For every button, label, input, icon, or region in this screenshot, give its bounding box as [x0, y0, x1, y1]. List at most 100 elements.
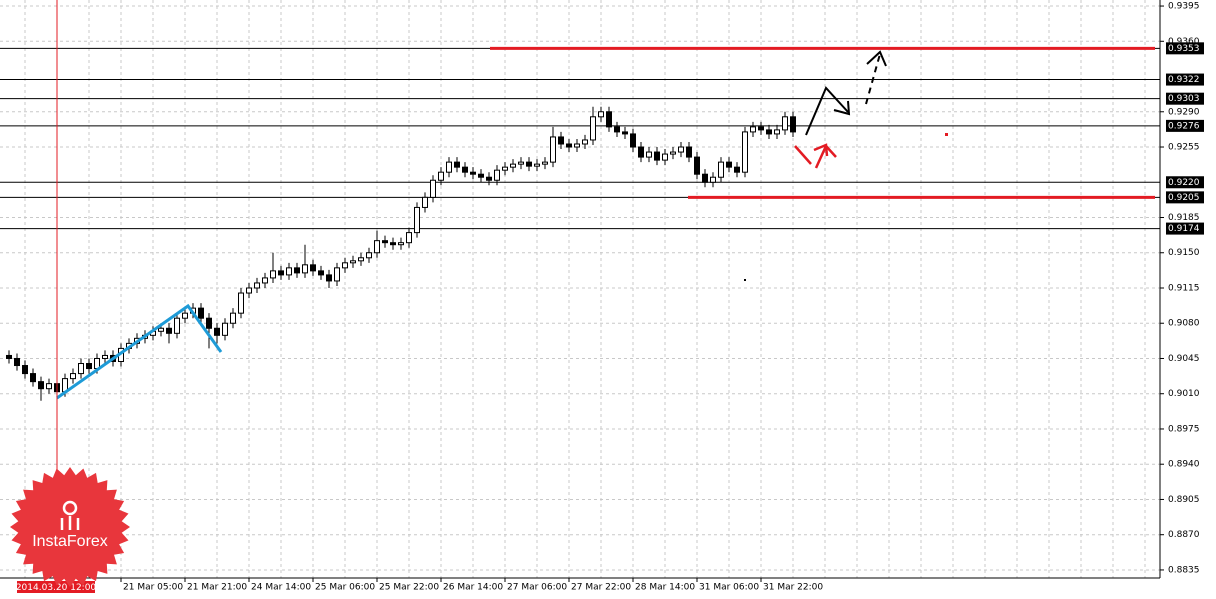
y-tick-label: 0.8975	[1168, 424, 1200, 434]
y-tick-label: 0.8870	[1168, 530, 1200, 540]
candle-body	[582, 139, 588, 145]
candle-body	[382, 240, 388, 244]
candle-body	[406, 232, 412, 244]
candle-body	[734, 166, 740, 173]
candle-body	[662, 153, 668, 161]
level-label: 0.9205	[1168, 193, 1200, 203]
level-box	[1166, 222, 1204, 235]
candle-body	[454, 161, 460, 168]
candle-body	[430, 179, 436, 198]
candle-body	[766, 129, 772, 135]
x-tick-label: 31 Mar 22:00	[763, 583, 823, 593]
candle-body	[70, 373, 76, 380]
candle-body	[694, 156, 700, 175]
candle-body	[478, 173, 484, 178]
candle-body	[22, 365, 28, 375]
trend-drawing	[56, 303, 223, 400]
candle-body	[310, 264, 316, 272]
candle-body	[566, 143, 572, 148]
y-tick-label: 0.9255	[1168, 143, 1200, 153]
candle-body	[462, 166, 468, 173]
candle-body	[574, 143, 580, 148]
candle-body	[78, 363, 84, 375]
candle-body	[654, 151, 660, 161]
y-tick-label: 0.9115	[1168, 283, 1200, 293]
marker	[744, 279, 746, 281]
candle-body	[782, 116, 788, 131]
y-tick-label: 0.9395	[1168, 2, 1200, 12]
candle-body	[238, 292, 244, 314]
x-tick-label: 26 Mar 14:00	[443, 583, 503, 593]
candle-body	[750, 126, 756, 133]
candle-body	[614, 126, 620, 133]
candle-body	[46, 383, 52, 390]
candle-body	[342, 262, 348, 269]
level-label: 0.9322	[1168, 75, 1200, 85]
axis-labels: 0.9395 0.9360 0.9290 0.9255 0.9185 0.9150 0.91…	[120, 2, 1204, 593]
candle-body	[86, 363, 92, 370]
candle-body	[30, 373, 36, 383]
x-tick-label: 24 Mar 14:00	[251, 583, 311, 593]
candle-body	[526, 161, 532, 167]
candle-body	[358, 257, 364, 262]
candle-body	[222, 322, 228, 336]
x-tick-label: 21 Mar 21:00	[187, 583, 247, 593]
candle-body	[702, 173, 708, 183]
candle-body	[710, 176, 716, 183]
candle-body	[742, 131, 748, 173]
level-box	[1166, 191, 1204, 204]
x-tick-label: 25 Mar 22:00	[379, 583, 439, 593]
candle-body	[550, 136, 556, 163]
logo-icon	[60, 500, 80, 530]
candle-body	[494, 169, 500, 181]
candle-body	[6, 354, 12, 359]
candle-body	[758, 126, 764, 131]
candle-body	[646, 151, 652, 158]
candle-body	[398, 242, 404, 246]
candle-body	[334, 267, 340, 282]
x-tick-label: 27 Mar 22:00	[571, 583, 631, 593]
candle-body	[726, 161, 732, 168]
candle-body	[254, 282, 260, 289]
level-label: 0.9303	[1168, 94, 1200, 104]
candle-body	[174, 317, 180, 334]
candle-body	[774, 129, 780, 135]
y-tick-label: 0.9185	[1168, 213, 1200, 223]
alt-arrow	[794, 143, 837, 169]
level-label: 0.9353	[1168, 44, 1200, 54]
candle-body	[350, 260, 356, 264]
candle-body	[270, 270, 276, 279]
crosshair-label: 2014.03.20 12:00	[16, 583, 97, 593]
candle-body	[102, 354, 108, 359]
candle-body	[670, 151, 676, 155]
level-box	[1166, 92, 1204, 105]
candle-body	[510, 163, 516, 168]
candle-body	[230, 312, 236, 324]
candle-body	[534, 163, 540, 167]
candle-body	[278, 270, 284, 276]
logo: InstaForex	[10, 467, 130, 587]
level-label: 0.9174	[1168, 224, 1200, 234]
candle-body	[486, 176, 492, 181]
y-tick-label: 0.9290	[1168, 107, 1200, 117]
candle-body	[686, 146, 692, 158]
candle-body	[422, 196, 428, 208]
candle-body	[638, 146, 644, 158]
candle-body	[718, 161, 724, 178]
candle-body	[390, 242, 396, 246]
y-tick-label: 0.8835	[1168, 565, 1200, 575]
level-label: 0.9220	[1168, 178, 1200, 188]
candle-body	[214, 327, 220, 336]
y-tick-label: 0.9045	[1168, 354, 1200, 364]
candle-body	[366, 252, 372, 259]
candle-body	[678, 146, 684, 153]
y-tick-label: 0.9010	[1168, 389, 1200, 399]
candle-body	[622, 131, 628, 135]
candle-body	[294, 267, 300, 274]
candle-body	[198, 307, 204, 319]
marker	[945, 133, 948, 136]
candle-body	[470, 171, 476, 175]
candle-body	[374, 240, 380, 254]
